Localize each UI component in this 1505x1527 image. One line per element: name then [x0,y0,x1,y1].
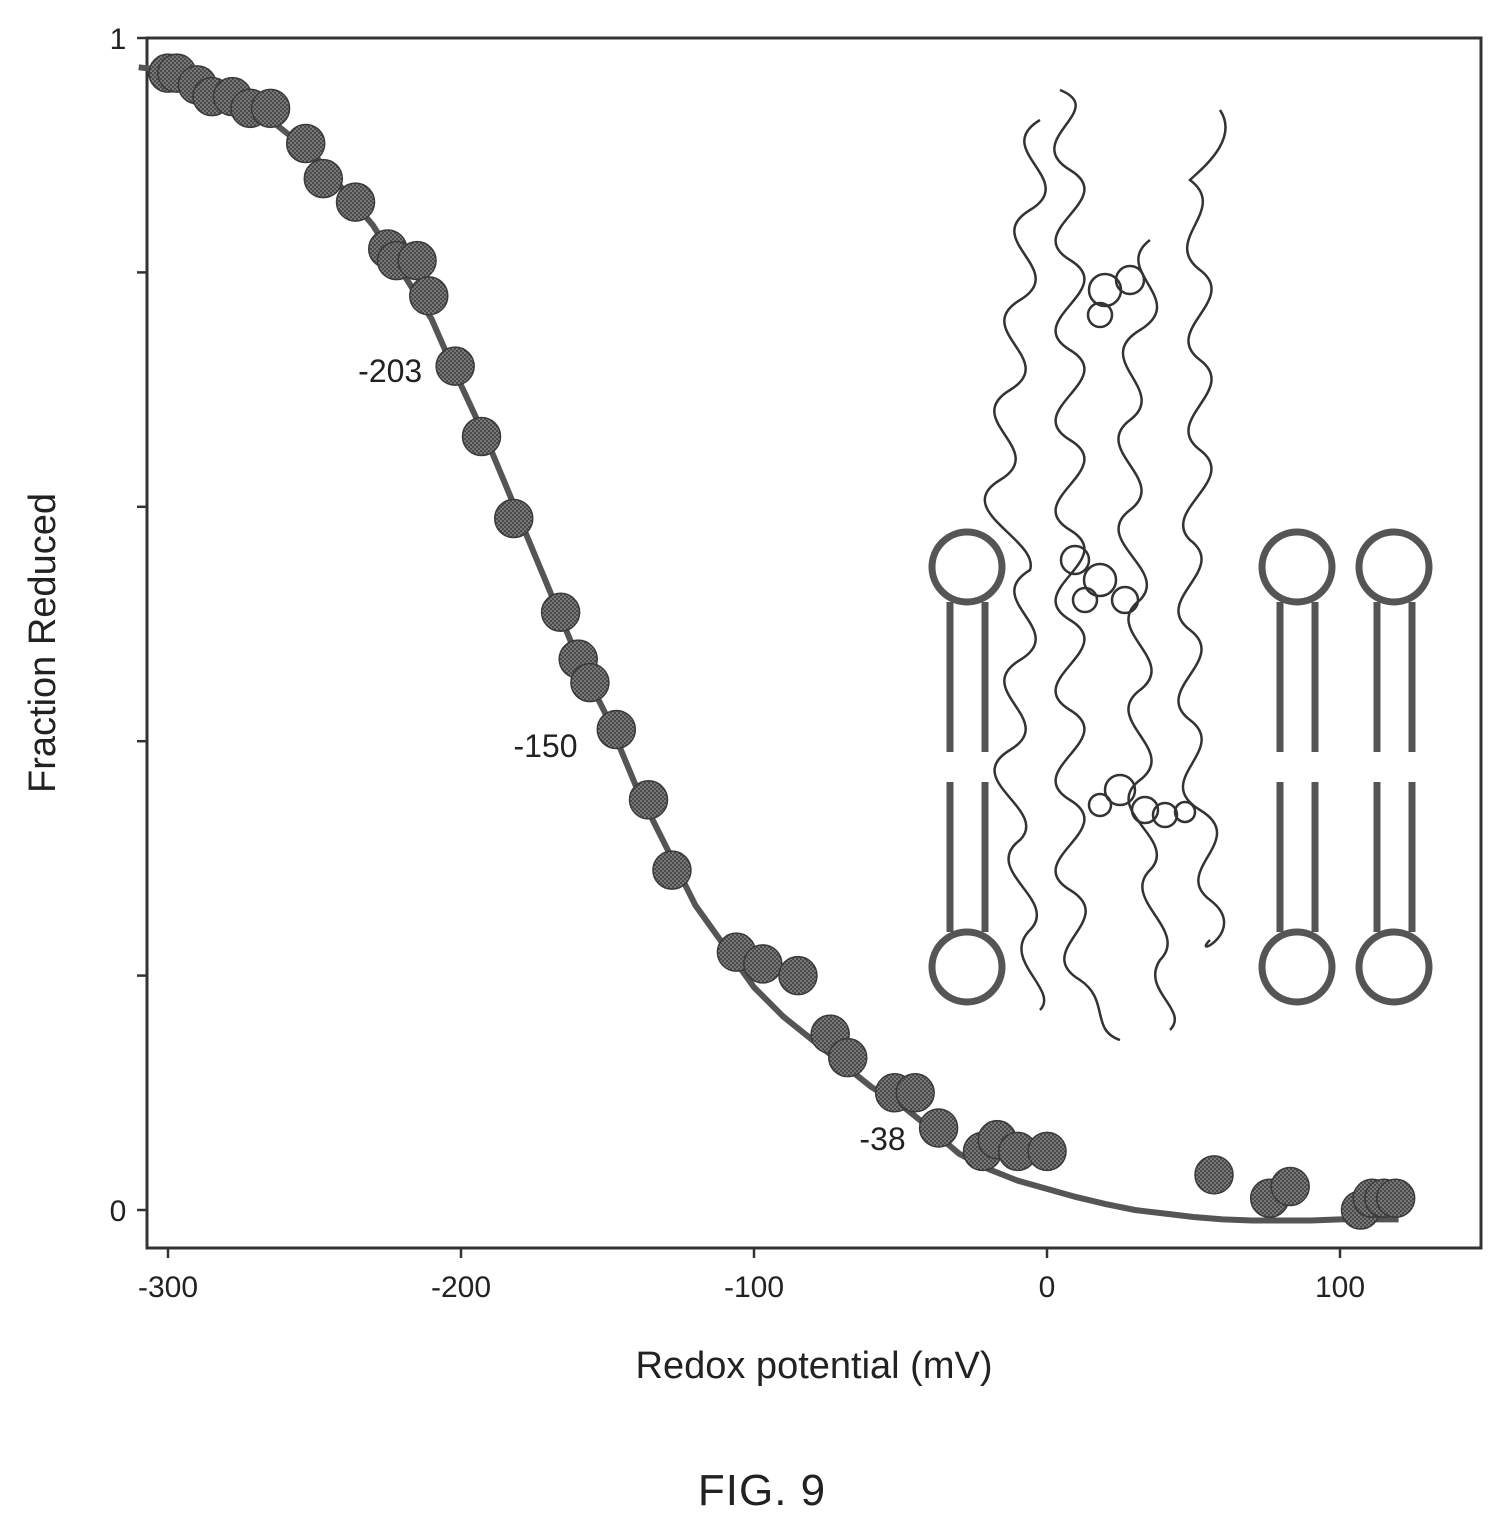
x-tick-label: 0 [1039,1271,1056,1304]
annotation-label: -38 [859,1121,905,1157]
data-point [652,850,692,890]
data-point [435,346,475,386]
protein-ribbon-structure [983,88,1227,1042]
data-point [778,955,818,996]
data-point [743,944,783,984]
data-point [493,498,534,539]
data-point [540,592,581,633]
data-point [1270,1166,1310,1207]
fit-curve [138,64,1399,1224]
x-axis-title: Redox potential (mV) [636,1345,993,1387]
data-point [397,240,437,281]
annotations: -203 -150 -38 [358,353,905,1157]
data-point [250,88,291,129]
x-axis-ticks: -300 -200 -100 0 100 [138,1248,1365,1304]
y-axis-title: Fraction Reduced [22,493,64,793]
lipid-molecule-right-1 [1258,528,1336,1006]
data-point [1027,1131,1067,1172]
data-point [628,780,669,820]
data-point [596,709,637,750]
lipid-molecule-right-2 [1355,528,1433,1006]
x-tick-label: 100 [1315,1271,1365,1304]
data-point [1375,1178,1416,1219]
data-point [335,182,376,222]
data-point [461,416,502,457]
data-point [895,1073,935,1113]
plot-frame [145,36,1483,1250]
data-points [148,53,1416,1230]
data-point [1194,1155,1234,1195]
data-point [918,1108,959,1148]
data-point [285,123,326,164]
y-tick-label: 0 [110,1195,127,1228]
membrane-protein-illustration [928,88,1433,1042]
y-axis-ticks: 01 [110,23,147,1228]
figure-caption: FIG. 9 [698,1466,826,1515]
annotation-label: -203 [358,353,422,389]
y-tick-label: 1 [110,23,127,56]
x-tick-label: -100 [724,1271,784,1304]
lipid-molecule-left [928,528,1006,1006]
x-tick-label: -300 [138,1271,198,1304]
x-tick-label: -200 [431,1271,491,1304]
data-point [409,276,449,316]
data-point [303,158,344,199]
annotation-label: -150 [513,728,577,764]
data-point [828,1037,868,1078]
data-point [570,662,610,703]
